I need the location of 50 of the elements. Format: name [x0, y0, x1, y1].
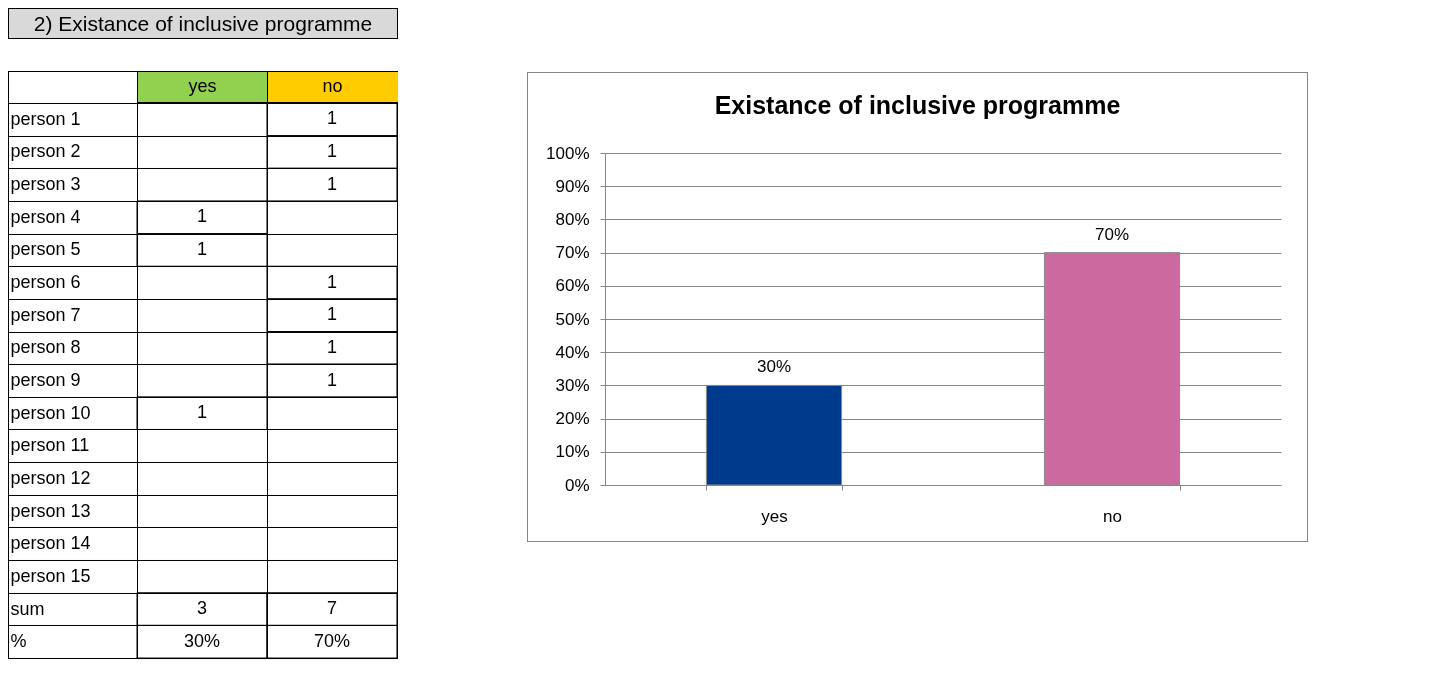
- data-label: 1: [326, 369, 338, 390]
- x-tick-label: no: [1103, 506, 1122, 526]
- data-label: 1: [196, 402, 208, 423]
- y-tick-label: person 15: [10, 565, 91, 586]
- data-label: 1: [326, 271, 338, 292]
- y-tick-label: 20%: [555, 409, 590, 429]
- data-label: 70%: [1094, 224, 1130, 244]
- y-tick-label: %: [10, 631, 27, 652]
- x-tick-label: yes: [188, 76, 217, 97]
- y-tick-label: person 13: [10, 500, 91, 521]
- y-tick-label: 0%: [564, 475, 590, 495]
- y-tick-label: person 6: [10, 272, 81, 293]
- data-label: 7: [326, 598, 338, 619]
- y-tick-label: person 4: [10, 206, 81, 227]
- y-tick-label: 40%: [555, 342, 590, 362]
- y-tick-label: person 7: [10, 304, 81, 325]
- y-tick-label: sum: [10, 598, 45, 619]
- y-tick-label: person 14: [10, 533, 91, 554]
- y-tick-label: person 1: [10, 108, 81, 129]
- data-label: 1: [326, 108, 338, 129]
- data-label: 3: [196, 598, 208, 619]
- data-label: 1: [326, 304, 338, 325]
- x-tick-label: yes: [761, 506, 788, 526]
- data-label: 30%: [756, 357, 792, 377]
- y-tick-label: person 8: [10, 337, 81, 358]
- chart-title: Existance of inclusive programme: [714, 91, 1121, 119]
- y-tick-label: person 3: [10, 174, 81, 195]
- y-tick-label: 50%: [555, 309, 590, 329]
- data-label: 1: [326, 140, 338, 161]
- y-tick-label: 10%: [555, 442, 590, 462]
- y-tick-label: 90%: [555, 176, 590, 196]
- data-label: 30%: [184, 630, 220, 651]
- data-label: 1: [196, 206, 208, 227]
- y-tick-label: person 9: [10, 370, 81, 391]
- y-tick-label: person 12: [10, 467, 91, 488]
- data-label: 1: [326, 336, 338, 357]
- y-tick-label: 30%: [555, 375, 590, 395]
- y-tick-label: person 10: [10, 402, 91, 423]
- y-tick-label: person 2: [10, 141, 81, 162]
- data-label: 1: [196, 238, 208, 259]
- y-tick-label: person 5: [10, 239, 81, 260]
- y-tick-label: 100%: [546, 143, 590, 163]
- chart-title: 2) Existance of inclusive programme: [8, 8, 398, 39]
- y-tick-label: 80%: [555, 209, 590, 229]
- y-tick-label: 60%: [555, 276, 590, 296]
- y-tick-label: person 11: [10, 435, 90, 456]
- y-tick-label: 70%: [555, 243, 590, 263]
- data-label: 70%: [314, 630, 350, 651]
- x-tick-label: no: [322, 76, 343, 97]
- data-label: 1: [326, 173, 338, 194]
